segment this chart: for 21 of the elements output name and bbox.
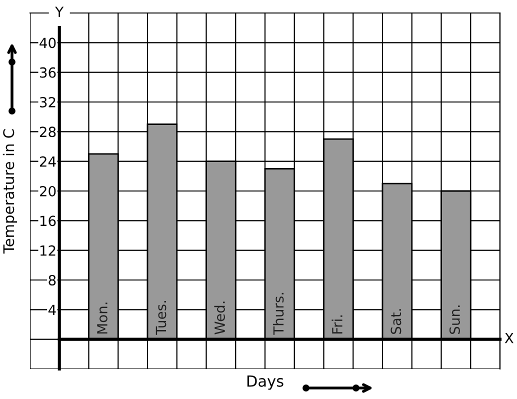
y-tick-label: 8	[48, 274, 56, 286]
annotation: Y	[55, 6, 64, 17]
x-tick-label: Thurs.	[272, 292, 284, 335]
x-tick-label: Sun.	[449, 306, 460, 334]
x-tick-label: Fri.	[332, 315, 342, 334]
y-tick-label: 24	[40, 156, 56, 167]
y-tick-label: 12	[40, 245, 56, 256]
y-tick-label: 40	[40, 38, 56, 48]
x-axis-title: Days	[247, 375, 284, 390]
x-tick-label: Mon.	[97, 302, 108, 334]
y-tick-label: 28	[40, 126, 56, 138]
y-axis-title: Temperature in C	[2, 129, 17, 254]
text: X	[504, 333, 514, 344]
y-tick-label: 32	[40, 96, 56, 108]
y-tick-label: 36	[40, 67, 56, 78]
y-tick-label: 20	[40, 186, 56, 196]
y-tick-label: 16	[40, 216, 56, 226]
x-tick-label: Sat.	[390, 309, 402, 334]
x-tick-label: Tues.	[156, 301, 166, 335]
x-tick-label: Wed.	[214, 302, 225, 334]
y-tick-label: 4	[48, 304, 56, 315]
